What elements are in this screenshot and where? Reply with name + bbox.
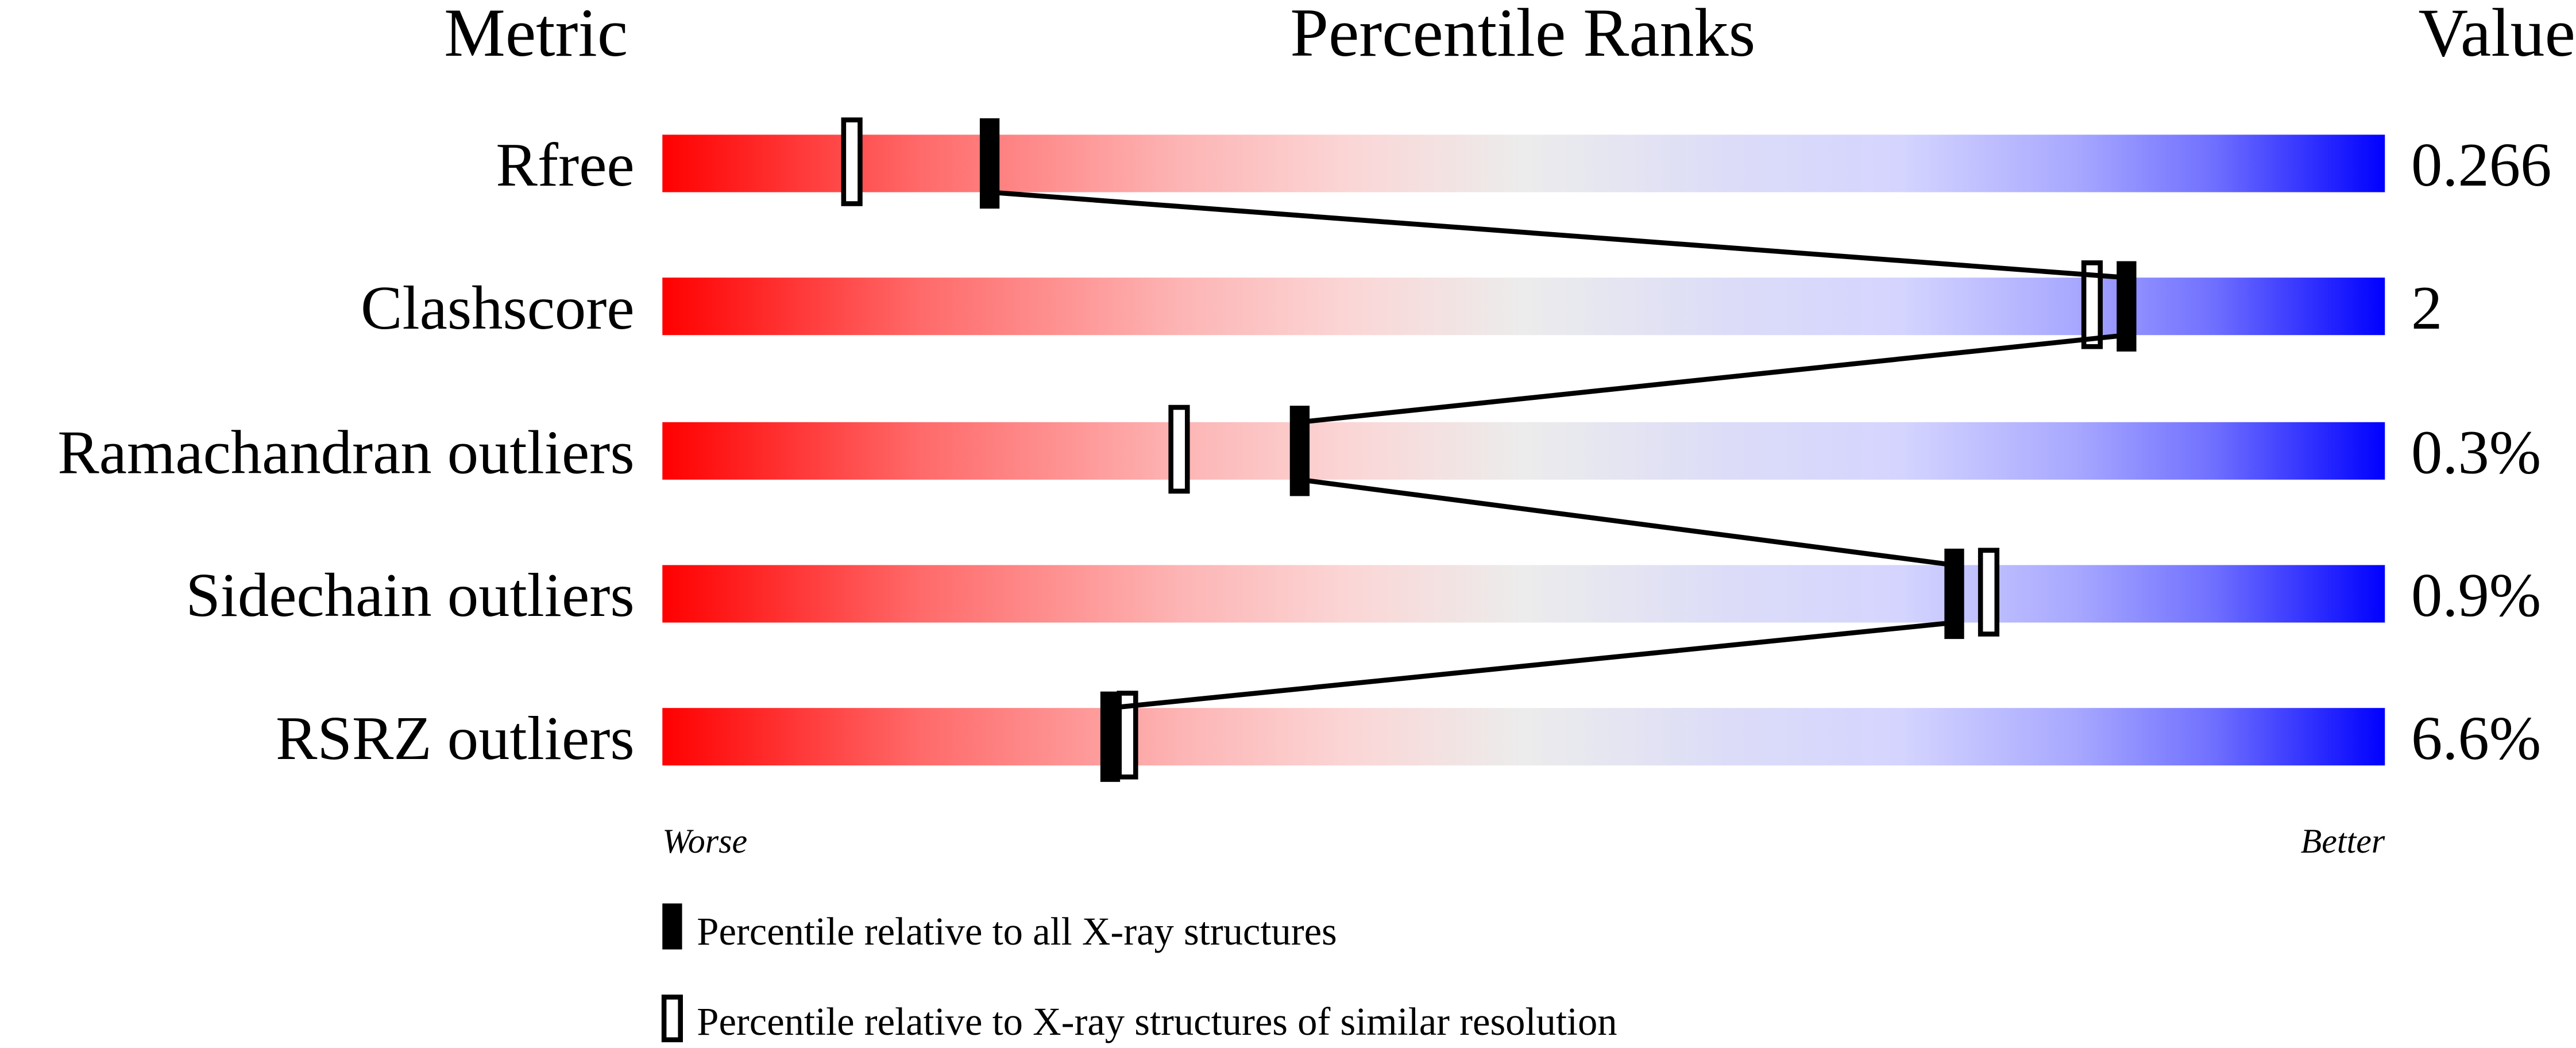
percentile-bar — [662, 708, 2385, 766]
legend-filled-label: Percentile relative to all X-ray structu… — [697, 910, 1337, 953]
similar-resolution-marker — [841, 117, 863, 206]
connector-line — [1299, 477, 1955, 568]
percentile-bar — [662, 422, 2385, 480]
metric-label: Clashscore — [361, 273, 635, 342]
percentile-bar — [662, 134, 2385, 192]
metric-value: 0.9% — [2411, 561, 2541, 630]
metric-value: 0.266 — [2411, 130, 2551, 199]
legend-open-label: Percentile relative to X-ray structures … — [697, 1000, 1617, 1043]
legend-filled-marker — [662, 903, 682, 950]
similar-resolution-marker — [1168, 404, 1190, 494]
better-label: Better — [2301, 822, 2385, 860]
value-header: Value — [2419, 0, 2575, 71]
connector-line — [1110, 620, 1955, 711]
percentile-bar — [662, 565, 2385, 623]
metric-value: 2 — [2411, 273, 2442, 342]
metric-label: RSRZ outliers — [276, 704, 635, 773]
metric-value: 6.6% — [2411, 704, 2541, 773]
metric-label: Rfree — [496, 130, 634, 199]
similar-resolution-marker — [1978, 548, 2000, 637]
metric-label: Ramachandran outliers — [57, 418, 634, 487]
legend-open-marker — [661, 995, 683, 1042]
metric-label: Sidechain outliers — [186, 561, 634, 630]
worse-label: Worse — [662, 822, 747, 860]
connector-line — [989, 190, 2127, 280]
connector-line — [1299, 332, 2127, 425]
metric-header: Metric — [444, 0, 628, 71]
ranks-header: Percentile Ranks — [1290, 0, 1755, 71]
metric-value: 0.3% — [2411, 418, 2541, 487]
